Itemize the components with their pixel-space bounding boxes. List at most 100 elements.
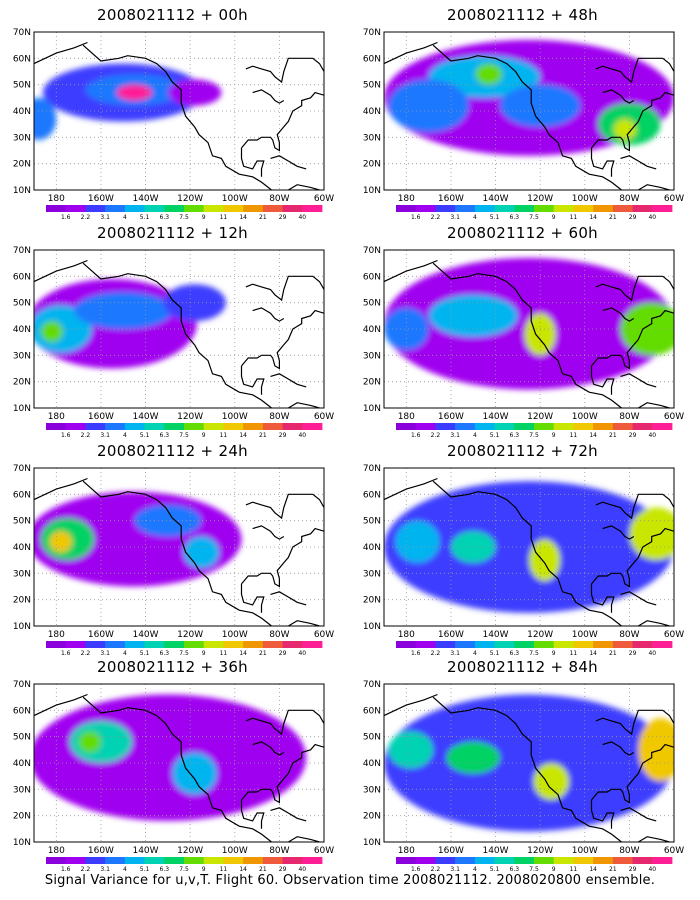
colorbar-swatch xyxy=(302,857,323,864)
coastline xyxy=(240,147,265,177)
lon-tick-label: 180 xyxy=(398,412,415,422)
colorbar-swatch xyxy=(262,205,283,212)
colorbar-swatch xyxy=(124,205,145,212)
coastline xyxy=(432,44,623,190)
colorbar-label: 4 xyxy=(473,866,477,873)
lat-tick-label: 50N xyxy=(363,81,381,91)
coastline xyxy=(252,307,285,322)
lon-tick-label: 80W xyxy=(619,194,639,204)
colorbar-label: 7.5 xyxy=(179,866,189,873)
colorbar-swatch xyxy=(652,641,673,648)
coastline xyxy=(245,709,324,736)
lon-tick-label: 80W xyxy=(269,412,289,422)
colorbar-label: 2.2 xyxy=(431,214,441,221)
colorbar-swatch xyxy=(652,857,673,864)
coastline xyxy=(432,262,623,408)
colorbar-label: 40 xyxy=(648,866,656,873)
colorbar-label: 6.3 xyxy=(510,214,520,221)
lat-tick-label: 30N xyxy=(13,351,31,361)
colorbar-swatch xyxy=(302,205,323,212)
colorbar-label: 11 xyxy=(220,432,228,439)
colorbar-label: 3.1 xyxy=(450,214,460,221)
lat-tick-label: 60N xyxy=(13,706,31,716)
lat-tick-label: 10N xyxy=(13,404,31,414)
colorbar-swatch xyxy=(455,205,476,212)
colorbar-label: 3.1 xyxy=(450,650,460,657)
colorbar-label: 7.5 xyxy=(529,650,539,657)
panel-title: 2008021112 + 12h xyxy=(97,224,248,242)
lon-tick-label: 160W xyxy=(88,412,114,422)
map-panel-24h: 2008021112 + 24h 70N 60N 50N 40N 30N 20N 10N 180… xyxy=(0,440,345,658)
colorbar-label: 9 xyxy=(552,866,556,873)
colorbar-label: 11 xyxy=(570,432,578,439)
colorbar-label: 11 xyxy=(570,214,578,221)
colorbar-label: 40 xyxy=(648,432,656,439)
colorbar-swatch xyxy=(124,641,145,648)
coastline xyxy=(34,259,88,283)
lon-tick-label: 120W xyxy=(177,846,203,856)
map-panel-60h: 2008021112 + 60h 70N 60N 50N 40N 30N 20N 10N 180… xyxy=(350,222,695,440)
colorbar-label: 3.1 xyxy=(100,650,110,657)
lon-tick-label: 60W xyxy=(314,412,334,422)
lat-tick-label: 60N xyxy=(13,54,31,64)
colorbar-swatch xyxy=(46,205,67,212)
map-panel-48h: 2008021112 + 48h 70N 60N 50N 40N 30N 20N 10N 180… xyxy=(350,4,695,222)
colorbar-label: 2.2 xyxy=(431,866,441,873)
lon-tick-label: 120W xyxy=(177,194,203,204)
coastline xyxy=(595,275,674,302)
colorbar-label: 29 xyxy=(629,432,637,439)
lon-tick-label: 140W xyxy=(132,846,158,856)
map-canvas: 70N 60N 50N 40N 30N 20N 10N 180 160W 140W 120W 100W… xyxy=(363,680,684,873)
colorbar-swatch xyxy=(632,205,653,212)
coastline xyxy=(384,41,438,65)
colorbar-label: 40 xyxy=(648,650,656,657)
colorbar-label: 7.5 xyxy=(529,432,539,439)
colorbar-swatch xyxy=(124,423,145,430)
colorbar-swatch xyxy=(494,857,515,864)
coastline xyxy=(602,741,635,756)
panel-title: 2008021112 + 84h xyxy=(447,658,598,676)
lon-tick-label: 60W xyxy=(314,846,334,856)
colorbar-label: 4 xyxy=(123,432,127,439)
colorbar-swatch xyxy=(223,641,244,648)
colorbar-swatch xyxy=(435,205,456,212)
coastline xyxy=(82,262,273,408)
colorbar-swatch xyxy=(85,423,106,430)
colorbar-label: 29 xyxy=(279,432,287,439)
lat-tick-label: 20N xyxy=(363,596,381,606)
colorbar-swatch xyxy=(124,857,145,864)
coastline xyxy=(270,807,307,822)
colorbar-swatch xyxy=(282,423,303,430)
colorbar-label: 29 xyxy=(279,650,287,657)
map-canvas: 70N 60N 50N 40N 30N 20N 10N 180 160W 140W 120W 100W… xyxy=(13,680,334,873)
lon-tick-label: 140W xyxy=(482,412,508,422)
colorbar-label: 2.2 xyxy=(431,432,441,439)
coastline xyxy=(34,41,88,65)
colorbar-swatch xyxy=(652,423,673,430)
lat-tick-label: 10N xyxy=(363,622,381,632)
variance-contour xyxy=(388,731,434,769)
colorbar-swatch xyxy=(612,423,633,430)
colorbar-label: 14 xyxy=(589,650,597,657)
lon-tick-label: 100W xyxy=(572,194,598,204)
colorbar-label: 5.1 xyxy=(140,650,150,657)
colorbar-swatch xyxy=(474,641,495,648)
lat-tick-label: 20N xyxy=(13,812,31,822)
colorbar-swatch xyxy=(494,423,515,430)
lon-tick-label: 160W xyxy=(88,630,114,640)
colorbar-label: 6.3 xyxy=(160,866,170,873)
colorbar-swatch xyxy=(85,641,106,648)
coastline xyxy=(620,807,657,822)
lat-tick-label: 30N xyxy=(13,569,31,579)
colorbar-swatch xyxy=(105,423,126,430)
colorbar-label: 3.1 xyxy=(450,866,460,873)
lon-tick-label: 120W xyxy=(527,846,553,856)
colorbar-swatch xyxy=(203,205,224,212)
variance-contour xyxy=(167,79,222,106)
lat-tick-label: 30N xyxy=(363,133,381,143)
colorbar-swatch xyxy=(514,641,535,648)
coastline xyxy=(252,525,285,540)
colorbar-label: 14 xyxy=(239,432,247,439)
coastline xyxy=(602,89,635,104)
colorbar-swatch xyxy=(455,857,476,864)
